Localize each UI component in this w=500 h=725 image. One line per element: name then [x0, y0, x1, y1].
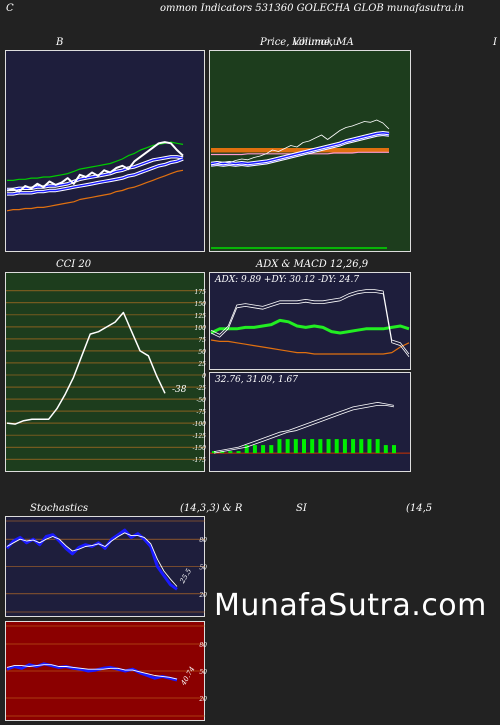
stoch-tick-label: 20 [198, 592, 207, 599]
macd-histogram-bar [383, 445, 388, 454]
bb-lower-band [6, 169, 184, 212]
bollinger-chart [5, 50, 205, 252]
price-ma-short-2 [210, 132, 390, 165]
bb-price-line [6, 141, 184, 193]
watermark: MunafaSutra.com [214, 588, 487, 623]
rsi-ma-line [6, 664, 178, 680]
adx-readout: ADX: 9.89 +DY: 30.12 -DY: 24.7 [215, 275, 360, 285]
price-title-overlap: Ichimoku [292, 37, 340, 48]
cci-tick-label: 25 [197, 361, 206, 368]
plus-dy-line [210, 318, 410, 335]
bb-middle-band [7, 156, 184, 191]
cci-chart: 175 150 125 100 75 50 25 0 -25 -50 -75 -100 -125 -150… [5, 272, 207, 472]
macd-histogram-bar [285, 439, 290, 454]
macd-signal-line [213, 405, 395, 454]
cci-tick-label: 100 [195, 325, 207, 332]
macd-histogram-bar [334, 439, 339, 454]
ichimoku-letter: I [493, 37, 497, 48]
macd-histogram-bar [310, 439, 315, 454]
macd-histogram-bar [261, 445, 266, 454]
minus-dy-line-2 [210, 291, 410, 358]
macd-histogram-bar [367, 439, 372, 454]
cci-tick-label: 0 [202, 373, 206, 380]
macd-histogram-bar [228, 451, 233, 454]
macd-background [209, 372, 411, 472]
cci-tick-label: -125 [193, 433, 207, 440]
rsi-tick-label: 80 [199, 642, 207, 649]
adx-chart [209, 272, 411, 370]
stoch-tick-label: 50 [199, 565, 207, 572]
cci-tick-label: -100 [193, 421, 207, 428]
macd-readout: 32.76, 31.09, 1.67 [215, 375, 299, 385]
cci-tick-label: 175 [195, 289, 207, 296]
stoch-title: Stochastics [30, 503, 88, 514]
rsi-params: (14,5 [406, 503, 433, 514]
cci-line [6, 311, 166, 425]
macd-histogram-bar [269, 445, 274, 454]
macd-histogram-bar [351, 439, 356, 454]
cci-title: CCI 20 [56, 259, 92, 270]
cci-tick-label: 150 [195, 301, 207, 308]
cci-background [5, 272, 205, 472]
rsi-chart: 80 50 20 [5, 621, 207, 721]
bollinger-background [5, 50, 205, 252]
stoch-params: (14,3,3) & R [180, 503, 243, 514]
rsi-tick-label: 50 [199, 669, 207, 676]
cci-tick-label: 50 [198, 349, 206, 356]
macd-histogram-bar [244, 445, 249, 454]
macd-histogram-bar [342, 439, 347, 454]
cci-last-label: -38 [172, 385, 187, 395]
macd-histogram-bar [302, 439, 306, 454]
macd-histogram-bar [326, 439, 331, 454]
macd-histogram-bar [220, 451, 225, 454]
price-chart [209, 50, 411, 252]
price-title: Price, Volume, MA [260, 37, 354, 48]
bb-title: B [56, 37, 64, 48]
macd-histogram-bar [392, 445, 396, 454]
stoch-tick-label: 80 [199, 537, 207, 544]
bb-ma-band [7, 158, 184, 195]
stoch-d-line [6, 532, 178, 587]
cci-tick-label: -150 [193, 445, 207, 452]
adx-title: ADX & MACD 12,26,9 [256, 259, 369, 270]
minus-dy-line [210, 289, 410, 355]
macd-line [213, 401, 395, 452]
macd-chart [209, 372, 411, 472]
macd-histogram-bar [212, 451, 216, 454]
macd-histogram-bar [318, 439, 323, 454]
macd-histogram-bar [252, 445, 257, 454]
cci-tick-label: 125 [195, 313, 207, 320]
price-line [210, 119, 390, 166]
cci-tick-label: -50 [196, 397, 206, 404]
page-title: ommon Indicators 531360 GOLECHA GLOB mun… [160, 3, 465, 14]
cci-tick-label: -25 [196, 385, 206, 392]
adx-line [210, 339, 410, 355]
macd-histogram-bar [359, 439, 364, 454]
header-letter: C [6, 3, 14, 14]
bb-upper-band [7, 141, 184, 181]
cci-tick-label: -75 [196, 409, 206, 416]
cci-tick-label: -175 [193, 457, 207, 464]
adx-background [209, 272, 411, 370]
cci-tick-label: 75 [198, 337, 206, 344]
macd-histogram-bar [375, 439, 380, 454]
macd-histogram-bar [277, 439, 282, 454]
macd-histogram-bar [293, 439, 298, 454]
stochastics-chart: 80 50 20 [5, 516, 207, 617]
rsi-title: SI [296, 503, 307, 514]
rsi-tick-label: 20 [198, 696, 207, 703]
macd-histogram-bar [236, 451, 241, 454]
